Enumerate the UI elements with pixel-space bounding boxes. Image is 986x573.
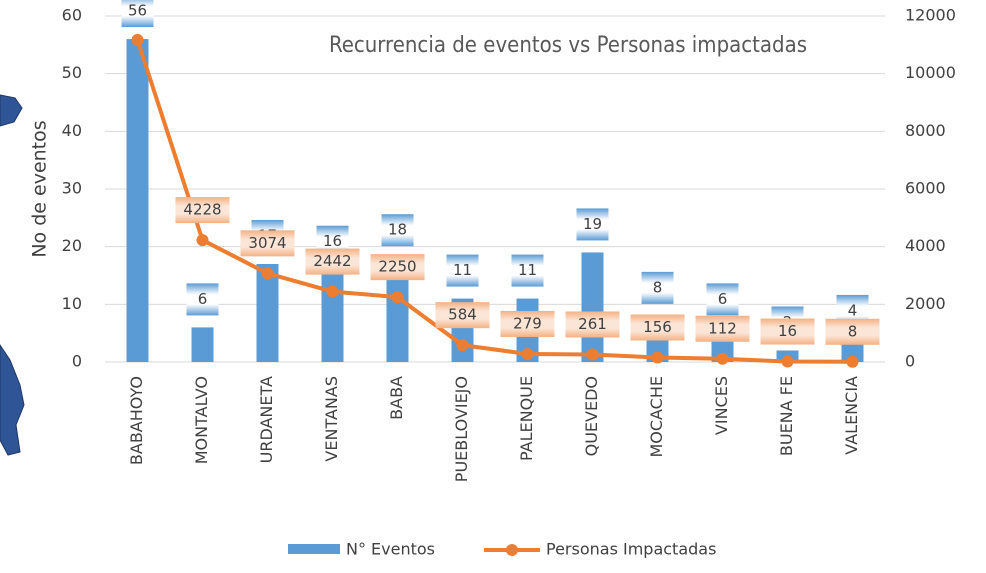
line-point xyxy=(651,351,664,364)
bar-data-label: 56 xyxy=(128,2,147,20)
bar-label-box xyxy=(511,254,544,287)
x-tick-label: BABAHOYO xyxy=(127,376,146,465)
bar-label-box xyxy=(446,254,479,287)
line-label-box xyxy=(630,314,685,341)
y-tick-label: 50 xyxy=(62,63,82,82)
y2-tick-label: 4000 xyxy=(905,236,946,255)
x-tick-label: URDANETA xyxy=(257,376,276,463)
bar-data-label: 11 xyxy=(518,261,537,279)
legend-swatch xyxy=(506,544,518,556)
y2-tick-label: 10000 xyxy=(905,63,956,82)
bar-data-label: 6 xyxy=(718,290,728,308)
map-fragment xyxy=(0,94,23,127)
y2-tick-label: 2000 xyxy=(905,294,946,313)
x-tick-label: VALENCIA xyxy=(842,376,861,455)
line-point xyxy=(196,234,209,247)
y-tick-label: 30 xyxy=(62,179,82,198)
line xyxy=(135,39,853,364)
line-data-label: 584 xyxy=(448,306,477,324)
line-data-label: 156 xyxy=(643,318,672,336)
line-label-box xyxy=(760,318,815,345)
line-label-box xyxy=(695,315,750,342)
line-data-label: 2442 xyxy=(313,252,351,270)
map-fragment xyxy=(0,344,25,456)
x-tick-label: BABA xyxy=(387,376,406,420)
bar-label-box xyxy=(381,214,414,247)
line-data-label: 261 xyxy=(578,315,607,333)
y-tick-label: 10 xyxy=(62,294,82,313)
bar xyxy=(191,327,214,362)
line-point xyxy=(456,339,469,352)
line-label-box xyxy=(175,197,230,224)
line-data-label: 4228 xyxy=(183,201,221,219)
bar xyxy=(126,39,149,363)
line-label-box xyxy=(305,248,360,275)
y-tick-label: 20 xyxy=(62,236,82,255)
line-point xyxy=(131,33,144,46)
bar-label-box xyxy=(121,0,154,28)
bar-data-label: 11 xyxy=(453,261,472,279)
y-tick-label: 40 xyxy=(62,121,82,140)
line-data-label: 8 xyxy=(848,322,858,340)
bar xyxy=(321,269,344,362)
x-tick-label: PUEBLOVIEJO xyxy=(452,376,471,482)
bar xyxy=(581,252,604,362)
legend-label: N° Eventos xyxy=(346,540,435,559)
y2-tick-label: 6000 xyxy=(905,179,946,198)
y-tick-label: 0 xyxy=(72,352,82,371)
x-tick-label: VINCES xyxy=(712,376,731,435)
line-label-box xyxy=(825,318,880,345)
x-tick-label: MOCACHE xyxy=(647,376,666,458)
legend-swatch xyxy=(288,544,340,554)
line-data-label: 2250 xyxy=(378,258,416,276)
line-label-box xyxy=(565,311,620,338)
y2-tick-label: 12000 xyxy=(905,6,956,25)
bar-data-label: 6 xyxy=(198,290,208,308)
line-label-box xyxy=(435,302,490,329)
y2-tick-label: 8000 xyxy=(905,121,946,140)
y2-tick-label: 0 xyxy=(905,352,915,371)
bar-data-label: 16 xyxy=(323,232,342,250)
line-point xyxy=(261,267,274,280)
line-point xyxy=(391,291,404,304)
line-data-label: 3074 xyxy=(248,234,286,252)
bar-label-box xyxy=(706,283,739,316)
line-data-label: 112 xyxy=(708,319,737,337)
y-axis-label: No de eventos xyxy=(29,120,51,257)
bar-label-box xyxy=(576,208,609,241)
line-point xyxy=(326,285,339,298)
bar-data-label: 19 xyxy=(583,215,602,233)
line-point xyxy=(846,355,859,368)
bar-label-box xyxy=(641,271,674,304)
x-tick-label: MONTALVO xyxy=(192,376,211,464)
x-tick-label: BUENA FE xyxy=(777,376,796,456)
bar-data-label: 8 xyxy=(653,278,663,296)
line-label-box xyxy=(240,230,295,257)
bar xyxy=(386,258,409,362)
line-label-box xyxy=(370,254,425,281)
chart-title: Recurrencia de eventos vs Personas impac… xyxy=(329,33,807,58)
line-label-box xyxy=(500,310,555,337)
x-tick-label: VENTANAS xyxy=(322,376,341,462)
line-point xyxy=(716,352,729,365)
bar-data-label: 4 xyxy=(848,301,858,319)
bar-label-box xyxy=(186,283,219,316)
line-point xyxy=(521,347,534,360)
line-data-label: 279 xyxy=(513,314,542,332)
line-point xyxy=(781,355,794,368)
line-data-label: 16 xyxy=(778,322,797,340)
bar-data-label: 18 xyxy=(388,221,407,239)
line-point xyxy=(586,348,599,361)
legend-label: Personas Impactadas xyxy=(546,540,716,559)
x-tick-label: QUEVEDO xyxy=(582,376,601,456)
x-tick-label: PALENQUE xyxy=(517,376,536,461)
y-tick-label: 60 xyxy=(62,6,82,25)
bar xyxy=(256,263,279,362)
